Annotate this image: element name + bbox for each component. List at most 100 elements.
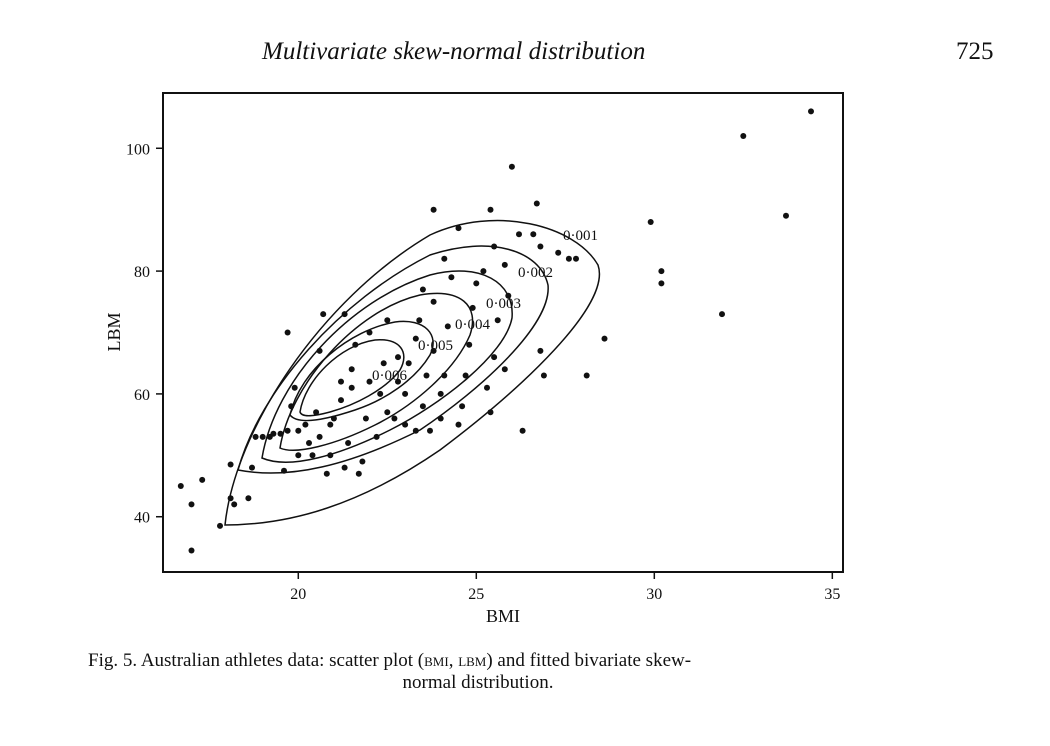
scatter-point <box>359 458 366 465</box>
scatter-point <box>288 403 295 410</box>
scatter-point <box>537 347 544 354</box>
scatter-point <box>366 378 373 385</box>
scatter-point <box>505 292 512 299</box>
scatter-point <box>362 415 369 422</box>
caption-bmi: bmi <box>424 650 449 671</box>
scatter-point <box>466 341 473 348</box>
scatter-point <box>484 384 490 391</box>
scatter-point <box>295 452 302 459</box>
scatter-point <box>199 476 206 483</box>
scatter-point <box>501 261 508 268</box>
scatter-point <box>252 433 259 440</box>
scatter-point <box>284 427 291 434</box>
running-title: Multivariate skew-normal distribution <box>262 38 646 65</box>
scatter-point <box>345 440 352 446</box>
scatter-point <box>455 421 462 428</box>
scatter-point <box>455 225 462 232</box>
scatter-point <box>395 378 401 385</box>
figure-caption: Fig. 5. Australian athletes data: scatte… <box>88 650 888 694</box>
scatter-point <box>323 470 330 477</box>
scatter-point <box>508 163 515 170</box>
scatter-point <box>284 329 291 336</box>
caption-sep: , <box>448 650 459 671</box>
contour-0-001 <box>224 219 601 526</box>
scatter-point <box>740 133 747 139</box>
contour-label: 0·001 <box>563 228 598 244</box>
caption-lbm: lbm <box>458 650 487 671</box>
scatter-point <box>647 219 654 225</box>
scatter-point <box>533 200 540 207</box>
scatter-point <box>405 360 412 367</box>
scatter-point <box>473 280 480 287</box>
scatter-point <box>249 464 255 471</box>
scatter-point <box>395 354 401 361</box>
scatter-contour-plot: 0·001 0·002 0·003 0·004 0·005 0·006 20 25… <box>104 92 844 626</box>
data-points <box>177 108 814 554</box>
scatter-point <box>480 268 487 275</box>
scatter-point <box>384 317 391 324</box>
scatter-point <box>419 403 426 410</box>
scatter-point <box>377 390 384 397</box>
caption-prefix: Fig. 5. <box>88 650 138 671</box>
scatter-point <box>437 390 444 397</box>
scatter-point <box>430 298 437 305</box>
scatter-point <box>338 378 344 385</box>
scatter-point <box>487 206 494 213</box>
scatter-point <box>565 255 572 262</box>
contour-label: 0·003 <box>486 296 521 312</box>
scatter-point <box>808 108 814 115</box>
page-number: 725 <box>956 38 994 65</box>
x-axis-label: BMI <box>486 606 520 626</box>
caption-text-a: Australian athletes data: scatter plot ( <box>140 650 425 671</box>
scatter-point <box>491 354 498 361</box>
scatter-point <box>412 335 419 342</box>
scatter-point <box>188 547 195 554</box>
scatter-point <box>306 440 312 446</box>
contour-0-005 <box>289 320 434 422</box>
scatter-point <box>430 347 437 354</box>
scatter-point <box>327 421 334 428</box>
scatter-point <box>309 452 316 459</box>
scatter-point <box>355 470 362 477</box>
contour-0-003 <box>261 270 513 463</box>
y-tick-label: 60 <box>134 387 150 404</box>
scatter-point <box>423 372 430 379</box>
y-axis: 40 60 80 100 <box>126 141 163 527</box>
scatter-point <box>573 255 579 262</box>
scatter-point <box>217 522 223 529</box>
contour-label: 0·006 <box>372 368 407 384</box>
scatter-point <box>391 415 398 422</box>
scatter-point <box>259 433 266 440</box>
scatter-point <box>462 372 469 379</box>
scatter-point <box>348 366 355 373</box>
x-tick-label: 30 <box>646 586 662 603</box>
x-tick-label: 25 <box>468 586 484 603</box>
scatter-point <box>555 249 562 256</box>
plot-frame <box>162 92 844 573</box>
x-tick-label: 35 <box>824 586 840 603</box>
y-tick-label: 80 <box>134 264 150 281</box>
scatter-point <box>281 467 287 474</box>
scatter-point <box>348 384 355 391</box>
contour-label: 0·005 <box>418 338 453 354</box>
scatter-point <box>441 255 448 262</box>
scatter-point <box>658 280 665 287</box>
scatter-point <box>373 433 380 440</box>
scatter-point <box>601 335 608 342</box>
scatter-point <box>402 421 409 428</box>
scatter-point <box>412 427 419 434</box>
scatter-point <box>295 427 302 434</box>
scatter-point <box>469 304 476 311</box>
contour-label: 0·002 <box>518 265 553 281</box>
scatter-point <box>441 372 448 379</box>
scatter-point <box>227 495 234 502</box>
scatter-point <box>783 212 789 219</box>
scatter-point <box>540 372 547 379</box>
scatter-point <box>313 409 320 416</box>
contour-0-002 <box>237 245 549 474</box>
scatter-point <box>427 427 433 434</box>
scatter-point <box>227 461 234 468</box>
scatter-point <box>402 390 409 397</box>
scatter-point <box>291 384 298 391</box>
scatter-point <box>583 372 590 379</box>
